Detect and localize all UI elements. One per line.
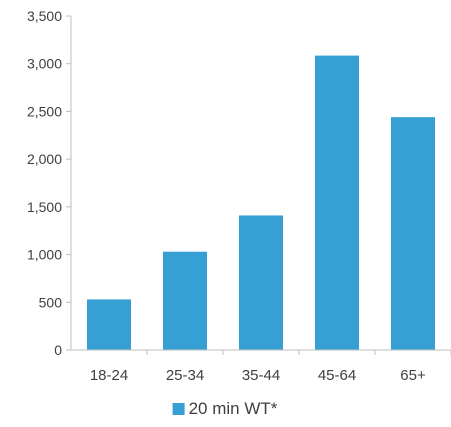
y-tick-label: 1,500 (27, 199, 62, 215)
bar-25-34 (163, 251, 207, 350)
y-tick-label: 3,000 (27, 56, 62, 72)
x-tick-label: 65+ (400, 367, 426, 384)
bar-65+ (391, 117, 435, 350)
x-tick-label: 18-24 (90, 367, 128, 384)
y-tick-label: 0 (54, 342, 62, 358)
y-tick-label: 2,000 (27, 151, 62, 167)
legend: 20 min WT* (172, 399, 278, 418)
x-axis: 18-24 25-34 35-44 45-64 65+ (71, 349, 451, 384)
bar-35-44 (239, 215, 283, 350)
legend-swatch (172, 403, 185, 415)
y-tick-label: 500 (39, 294, 63, 310)
x-tick-label: 35-44 (242, 367, 280, 384)
bar-45-64 (315, 55, 359, 351)
x-tick-label: 25-34 (166, 367, 204, 384)
y-axis: 0 500 1,000 1,500 2,000 2,500 3,000 3,500 (27, 8, 72, 358)
bar-18-24 (87, 299, 131, 350)
y-tick-label: 2,500 (27, 103, 62, 119)
y-tick-label: 1,000 (27, 247, 62, 263)
legend-label: 20 min WT* (189, 399, 278, 418)
bars (87, 55, 435, 351)
x-tick-label: 45-64 (318, 367, 356, 384)
y-tick-label: 3,500 (27, 8, 62, 24)
